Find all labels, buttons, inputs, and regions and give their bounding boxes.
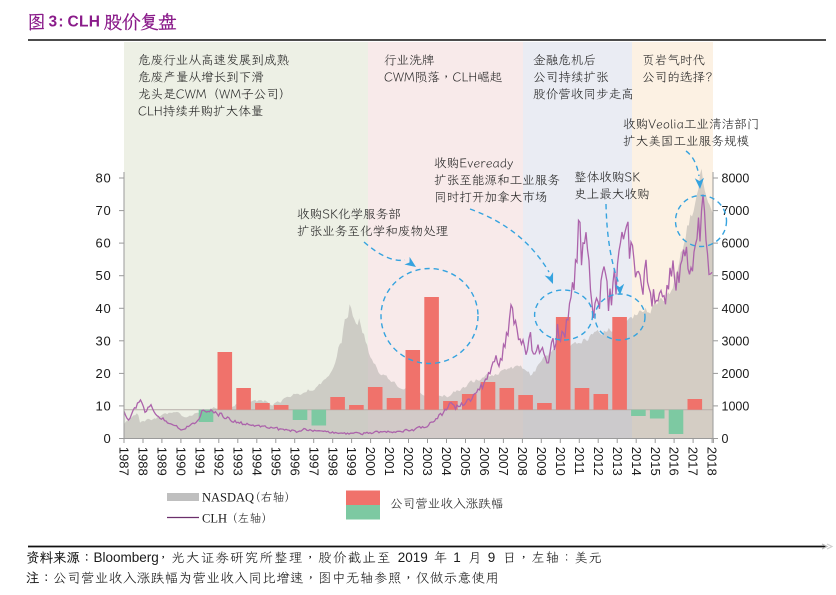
svg-text:50: 50 <box>95 268 111 283</box>
svg-text:10: 10 <box>95 398 111 413</box>
svg-text:Bloomberg: Bloomberg <box>94 550 159 565</box>
svg-text:2000: 2000 <box>722 367 750 381</box>
svg-text:2010: 2010 <box>553 447 568 476</box>
svg-text:9: 9 <box>488 550 496 565</box>
svg-text:2008: 2008 <box>515 447 530 476</box>
svg-text:CLH: CLH <box>68 14 101 31</box>
svg-text:0: 0 <box>722 432 729 446</box>
svg-text:1988: 1988 <box>136 447 151 476</box>
svg-text:4000: 4000 <box>722 302 750 316</box>
svg-text:1987: 1987 <box>117 447 132 476</box>
svg-text:2014: 2014 <box>629 447 644 476</box>
svg-text:0: 0 <box>103 431 111 446</box>
svg-text:6000: 6000 <box>722 237 750 251</box>
svg-text:1991: 1991 <box>193 447 208 476</box>
svg-text:2009: 2009 <box>534 447 549 476</box>
svg-text:2011: 2011 <box>572 447 587 475</box>
svg-text:5000: 5000 <box>722 269 750 283</box>
svg-text:1: 1 <box>453 550 461 565</box>
svg-text:1990: 1990 <box>174 447 189 476</box>
svg-text:1994: 1994 <box>249 447 264 476</box>
svg-text:2018: 2018 <box>705 447 720 476</box>
svg-text:8000: 8000 <box>722 172 750 186</box>
svg-text:2001: 2001 <box>382 447 397 476</box>
svg-text:1999: 1999 <box>344 447 359 476</box>
svg-text:2015: 2015 <box>648 447 663 476</box>
svg-text:1000: 1000 <box>722 399 750 413</box>
svg-text:2006: 2006 <box>477 447 492 476</box>
svg-text:2007: 2007 <box>496 447 511 476</box>
svg-text:1996: 1996 <box>287 447 302 476</box>
svg-text:3:: 3: <box>49 14 65 31</box>
svg-text:2005: 2005 <box>458 447 473 476</box>
svg-text:2013: 2013 <box>610 447 625 476</box>
svg-text:7000: 7000 <box>722 204 750 218</box>
svg-text:2019: 2019 <box>398 550 428 565</box>
svg-text:20: 20 <box>95 366 111 381</box>
svg-text:2003: 2003 <box>420 447 435 476</box>
svg-text:1997: 1997 <box>306 447 321 476</box>
svg-text:2012: 2012 <box>591 447 606 476</box>
svg-text:CLH: CLH <box>202 512 227 526</box>
svg-text:2016: 2016 <box>667 447 682 476</box>
svg-text:80: 80 <box>95 171 111 186</box>
svg-text:NASDAQ: NASDAQ <box>202 491 254 505</box>
svg-text:1992: 1992 <box>211 447 226 476</box>
svg-text:1993: 1993 <box>230 447 245 476</box>
svg-text:1998: 1998 <box>325 447 340 476</box>
svg-text:1989: 1989 <box>155 447 170 476</box>
svg-text:3000: 3000 <box>722 334 750 348</box>
svg-text:30: 30 <box>95 333 111 348</box>
svg-text:2000: 2000 <box>363 447 378 476</box>
svg-text:2004: 2004 <box>439 447 454 476</box>
svg-text:40: 40 <box>95 301 111 316</box>
svg-text:60: 60 <box>95 236 111 251</box>
svg-text:70: 70 <box>95 203 111 218</box>
svg-text:1995: 1995 <box>268 447 283 476</box>
svg-text:2017: 2017 <box>686 447 701 476</box>
svg-text:2002: 2002 <box>401 447 416 476</box>
